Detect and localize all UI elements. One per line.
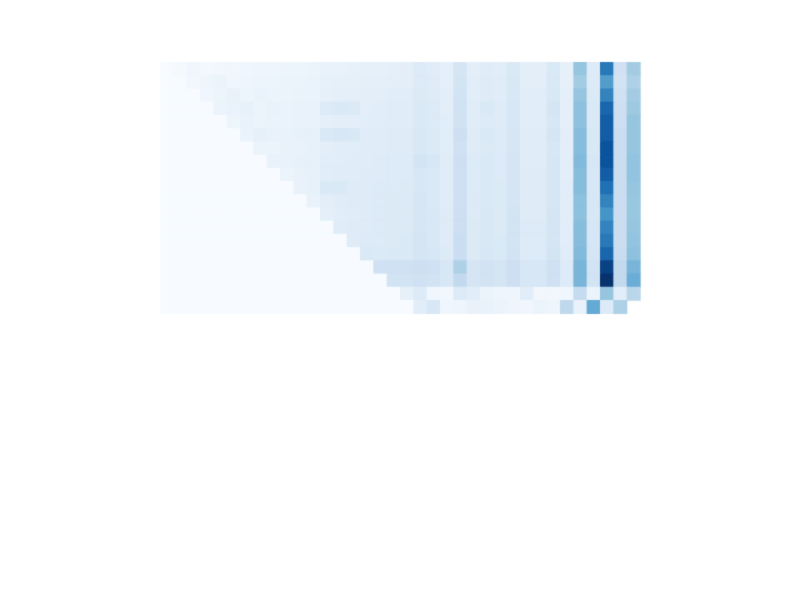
heatmap-canvas bbox=[0, 0, 800, 600]
heatmap-figure bbox=[0, 0, 800, 600]
